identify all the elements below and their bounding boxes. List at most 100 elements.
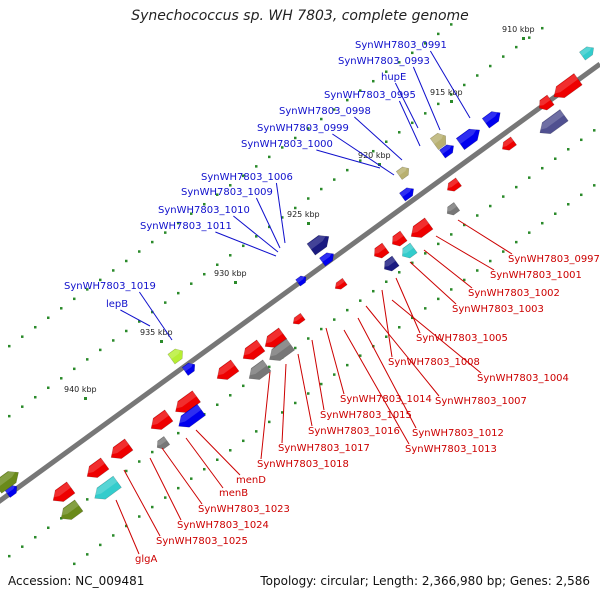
- forward-gene: [306, 233, 330, 256]
- track-dot: [216, 263, 219, 267]
- reverse-gene: [109, 438, 134, 459]
- kbp-tick: [84, 397, 87, 400]
- gene-shape: [410, 217, 434, 238]
- reverse-gene-colored: [445, 202, 461, 216]
- gene-highlight: [92, 476, 118, 496]
- reverse-leader: [260, 371, 271, 460]
- forward-gene-label: SynWH7803_1006: [201, 172, 293, 183]
- reverse-gene-label: SynWH7803_1016: [308, 426, 400, 437]
- gene-shape: [60, 499, 84, 520]
- gene-highlight: [409, 218, 429, 234]
- gene-shape: [447, 177, 462, 192]
- track-dot: [8, 414, 11, 418]
- gene-shape: [52, 481, 76, 502]
- reverse-gene: [552, 73, 583, 99]
- reverse-gene-label: SynWH7803_1008: [388, 357, 480, 368]
- forward-leader: [394, 82, 419, 129]
- track-dot: [294, 206, 297, 210]
- track-dot: [177, 486, 180, 490]
- gene-shape: [86, 457, 110, 478]
- track-dot: [190, 282, 193, 285]
- track-dot: [411, 316, 414, 320]
- reverse-leader: [409, 261, 457, 305]
- gene-highlight: [307, 233, 328, 250]
- gene-shape: [175, 390, 201, 413]
- track-dot: [411, 121, 414, 125]
- gene-highlight: [396, 166, 408, 176]
- forward-leader: [138, 291, 173, 341]
- reverse-gene-label: SynWH7803_1013: [405, 444, 497, 455]
- forward-leader: [332, 133, 395, 176]
- gene-shape: [439, 144, 454, 159]
- track-dot: [34, 395, 37, 399]
- track-dot: [372, 149, 375, 153]
- kbp-tick-label: 910 kbp: [502, 25, 535, 34]
- track-dot: [177, 221, 180, 225]
- track-dot: [177, 431, 180, 435]
- track-dot: [385, 70, 388, 73]
- reverse-leader: [115, 499, 140, 555]
- track-dot: [411, 261, 414, 265]
- gene-highlight: [0, 469, 17, 488]
- track-dot: [372, 79, 375, 83]
- track-dot: [99, 348, 102, 352]
- reverse-leader: [357, 317, 417, 429]
- track-dot: [255, 165, 258, 168]
- track-dot: [450, 93, 453, 96]
- track-dot: [333, 178, 336, 181]
- forward-gene: [295, 275, 307, 287]
- track-dot: [34, 325, 37, 329]
- track-dot: [255, 430, 258, 433]
- track-dot: [528, 176, 531, 179]
- track-dot: [21, 335, 24, 338]
- reverse-gene: [173, 390, 201, 413]
- track-dot: [47, 316, 50, 320]
- gene-highlight: [482, 110, 499, 124]
- gene-highlight: [390, 231, 404, 242]
- reverse-gene: [241, 339, 266, 360]
- forward-gene-label: SynWH7803_0993: [338, 56, 430, 67]
- gene-shape: [334, 277, 348, 290]
- track-dot: [307, 197, 310, 200]
- track-dot: [359, 159, 362, 162]
- track-dot: [320, 187, 323, 191]
- track-dot: [242, 439, 245, 443]
- tick-dots: [8, 23, 596, 566]
- genome-backbone: [0, 61, 600, 504]
- reverse-leader: [457, 219, 513, 255]
- track-dot: [138, 515, 141, 518]
- gene-highlight: [439, 144, 453, 155]
- forward-gene: [439, 144, 454, 159]
- reverse-gene-label: SynWH7803_1012: [412, 428, 504, 439]
- gene-shape: [399, 187, 414, 202]
- track-dot: [60, 307, 63, 310]
- reverse-leader: [343, 329, 410, 445]
- track-dot: [398, 271, 401, 274]
- track-dot: [268, 365, 271, 369]
- reverse-gene: [51, 481, 76, 502]
- reverse-gene-label: SynWH7803_1014: [340, 394, 432, 405]
- gene-shape: [455, 128, 481, 151]
- gene-shape: [446, 202, 461, 216]
- track-dot: [437, 102, 440, 106]
- track-dot: [541, 166, 544, 170]
- track-dot: [307, 392, 310, 395]
- forward-leader: [412, 66, 441, 131]
- track-dot: [424, 42, 427, 45]
- gene-highlight: [168, 348, 182, 360]
- track-dot: [346, 98, 349, 102]
- track-dot: [346, 363, 349, 367]
- track-dot: [86, 498, 89, 501]
- track-dot: [242, 174, 245, 178]
- kbp-tick-label: 940 kbp: [64, 385, 97, 394]
- forward-gene-label: SynWH7803_1019: [64, 281, 156, 292]
- reverse-leader: [395, 277, 421, 334]
- gene-highlight: [176, 404, 202, 424]
- gene-highlight: [538, 110, 565, 131]
- gene-highlight: [173, 391, 197, 410]
- track-dot: [255, 235, 258, 238]
- track-dot: [242, 244, 245, 248]
- track-dot: [99, 278, 102, 282]
- track-dot: [242, 384, 245, 388]
- gene-shape: [216, 359, 240, 380]
